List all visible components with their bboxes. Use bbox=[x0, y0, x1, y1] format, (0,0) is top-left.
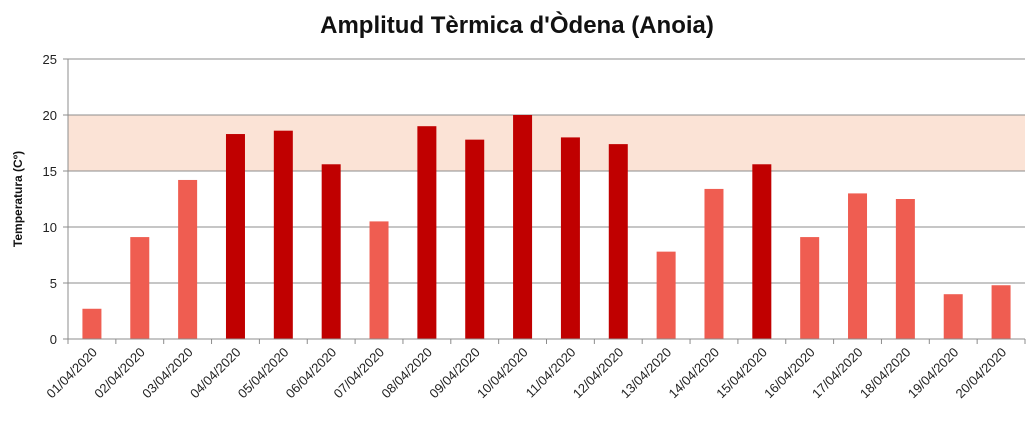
highlight-band-layer bbox=[68, 115, 1025, 171]
y-axis-label: Temperatura (Cº) bbox=[11, 151, 25, 247]
bar-20-04-2020 bbox=[991, 285, 1011, 339]
y-tick-label: 5 bbox=[50, 276, 57, 291]
bar-12-04-2020 bbox=[608, 144, 628, 339]
y-tick-label: 25 bbox=[43, 52, 57, 67]
bar-11-04-2020 bbox=[560, 137, 580, 339]
x-tick-label: 17/04/2020 bbox=[809, 345, 866, 402]
x-tick-label: 08/04/2020 bbox=[378, 345, 435, 402]
bar-07-04-2020 bbox=[369, 221, 389, 339]
x-tick-label: 13/04/2020 bbox=[618, 345, 675, 402]
x-tick-label: 04/04/2020 bbox=[187, 345, 244, 402]
y-tick-labels: 0 5 10 15 20 25 bbox=[43, 52, 57, 347]
chart-title: Amplitud Tèrmica d'Òdena (Anoia) bbox=[320, 11, 714, 39]
bar-17-04-2020 bbox=[848, 193, 868, 339]
x-tick-label: 03/04/2020 bbox=[139, 345, 196, 402]
x-tick-label: 15/04/2020 bbox=[713, 345, 770, 402]
bar-02-04-2020 bbox=[130, 237, 150, 339]
gridline-layer bbox=[63, 58, 1025, 340]
x-tick-label: 20/04/2020 bbox=[953, 345, 1010, 402]
bar-16-04-2020 bbox=[800, 237, 820, 339]
bar-14-04-2020 bbox=[704, 188, 724, 339]
x-tick-label: 05/04/2020 bbox=[235, 345, 292, 402]
y-tick-label: 0 bbox=[50, 332, 57, 347]
x-tick-label: 01/04/2020 bbox=[43, 345, 100, 402]
bar-03-04-2020 bbox=[178, 179, 198, 339]
x-tick-label: 18/04/2020 bbox=[857, 345, 914, 402]
x-tick-label: 19/04/2020 bbox=[905, 345, 962, 402]
bar-18-04-2020 bbox=[895, 199, 915, 339]
x-tick-labels: 01/04/202002/04/202003/04/202004/04/2020… bbox=[43, 345, 1009, 402]
y-tick-label: 10 bbox=[43, 220, 57, 235]
bar-06-04-2020 bbox=[321, 164, 341, 339]
bar-01-04-2020 bbox=[82, 308, 102, 339]
axis-layer bbox=[67, 59, 1026, 344]
y-tick-label: 20 bbox=[43, 108, 57, 123]
x-tick-label: 09/04/2020 bbox=[426, 345, 483, 402]
bar-19-04-2020 bbox=[943, 294, 963, 339]
x-tick-label: 06/04/2020 bbox=[283, 345, 340, 402]
x-tick-label: 07/04/2020 bbox=[331, 345, 388, 402]
x-tick-label: 14/04/2020 bbox=[665, 345, 722, 402]
y-tick-label: 15 bbox=[43, 164, 57, 179]
bar-05-04-2020 bbox=[273, 130, 293, 339]
bar-13-04-2020 bbox=[656, 251, 676, 339]
x-tick-label: 10/04/2020 bbox=[474, 345, 531, 402]
x-tick-label: 12/04/2020 bbox=[570, 345, 627, 402]
bar-10-04-2020 bbox=[513, 115, 533, 339]
highlight-band bbox=[68, 115, 1025, 171]
bar-08-04-2020 bbox=[417, 126, 437, 339]
bar-04-04-2020 bbox=[225, 134, 245, 339]
x-tick-label: 02/04/2020 bbox=[91, 345, 148, 402]
x-tick-label: 16/04/2020 bbox=[761, 345, 818, 402]
bar-layer bbox=[82, 115, 1011, 339]
bar-09-04-2020 bbox=[465, 139, 485, 339]
bar-15-04-2020 bbox=[752, 164, 772, 339]
